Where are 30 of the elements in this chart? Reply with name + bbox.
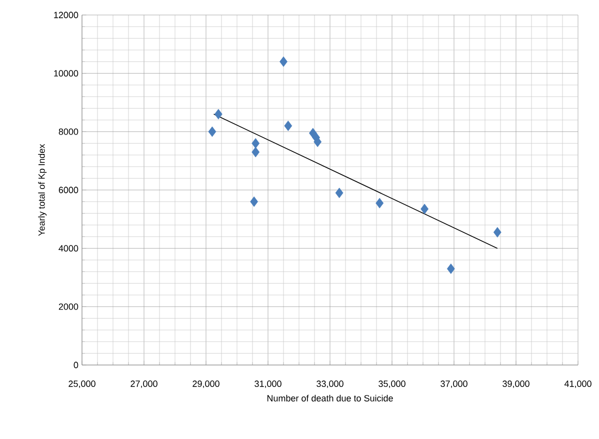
point xyxy=(376,198,384,208)
y-tick-label: 0 xyxy=(74,362,78,368)
point xyxy=(493,227,502,238)
x-tick-label: 35,000 xyxy=(378,380,406,388)
point xyxy=(208,126,216,137)
y-axis-title: Yearly total of Kp Index xyxy=(38,144,47,236)
y-tick-label: 2000 xyxy=(58,303,78,310)
point xyxy=(252,146,260,158)
y-tick-label: 8000 xyxy=(58,128,78,135)
point xyxy=(252,138,260,149)
y-tick-label: 6000 xyxy=(58,186,78,194)
y-tick-label: 12000 xyxy=(54,12,78,18)
x-axis-title: Number of death due to Suicide xyxy=(267,394,393,402)
point xyxy=(284,120,292,132)
point xyxy=(214,108,222,120)
y-tick-label: 10000 xyxy=(54,70,78,77)
point xyxy=(446,264,455,274)
x-tick-label: 25,000 xyxy=(68,380,96,388)
x-tick-label: 33,000 xyxy=(316,380,344,388)
point xyxy=(420,204,429,214)
point xyxy=(280,56,288,67)
x-tick-label: 37,000 xyxy=(440,380,468,388)
x-tick-label: 29,000 xyxy=(192,380,220,388)
x-tick-label: 41,000 xyxy=(564,380,592,388)
x-tick-label: 39,000 xyxy=(502,380,530,388)
y-tick-label: 4000 xyxy=(58,245,78,252)
point xyxy=(335,188,344,198)
x-tick-label: 31,000 xyxy=(254,380,282,388)
point xyxy=(250,196,258,207)
x-tick-label: 27,000 xyxy=(130,380,158,388)
